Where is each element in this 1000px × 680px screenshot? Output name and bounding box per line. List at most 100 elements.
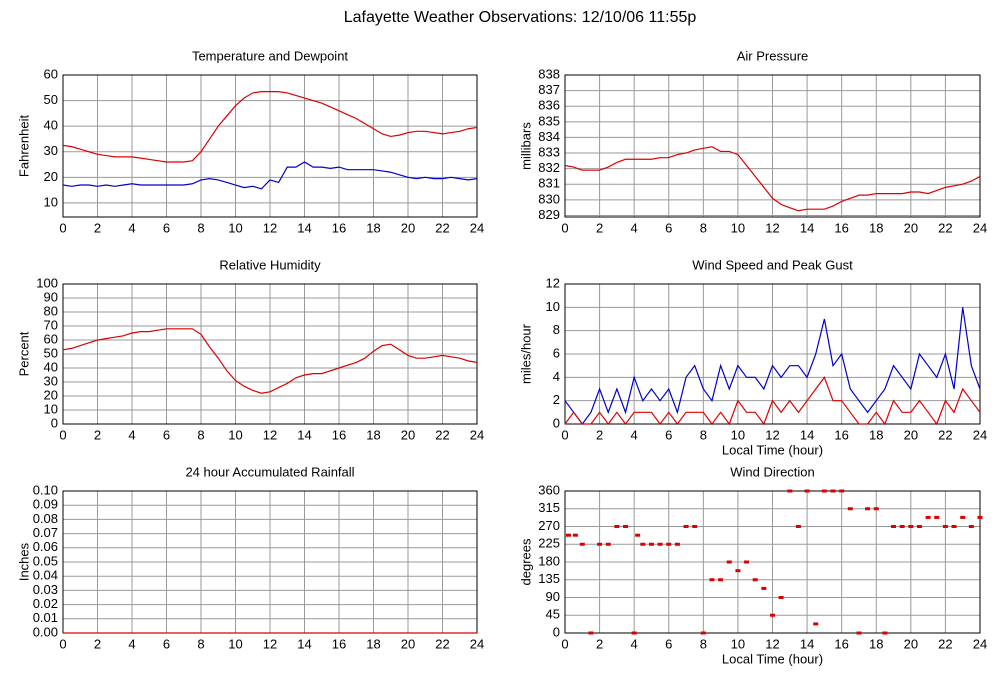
chart-title: Wind Speed and Peak Gust [692,257,853,272]
y-tick-label: 0.10 [33,482,58,497]
x-tick-label: 24 [973,220,987,235]
x-tick-label: 24 [470,427,484,442]
x-tick-label: 2 [596,427,603,442]
x-tick-label: 20 [401,427,415,442]
y-tick-label: 0.09 [33,497,58,512]
x-tick-label: 4 [631,427,638,442]
data-point [726,560,732,564]
x-tick-label: 0 [561,220,568,235]
data-point [572,533,578,537]
x-tick-label: 14 [800,427,814,442]
data-point [839,489,845,493]
data-point [579,542,585,546]
x-tick-label: 2 [596,220,603,235]
data-point [977,515,983,519]
data-point [847,507,853,511]
x-tick-label: 18 [366,636,380,651]
y-tick-label: 40 [44,118,58,133]
y-tick-label: 0.03 [33,582,58,597]
data-point [683,525,689,528]
y-tick-label: 45 [546,607,560,622]
data-point [700,631,706,635]
plot-frame [564,74,981,218]
y-tick-label: 10 [44,194,58,209]
x-tick-label: 20 [904,427,918,442]
data-point [744,560,750,564]
data-point [770,613,775,617]
x-tick-label: 12 [765,220,779,235]
x-tick-label: 22 [938,636,952,651]
y-tick-label: 40 [44,359,58,374]
x-tick-label: 12 [765,427,779,442]
y-tick-label: 837 [538,82,560,97]
y-tick-label: 0.01 [33,610,58,625]
data-line [564,307,981,426]
data-point [588,631,594,635]
x-tick-label: 12 [263,220,277,235]
x-tick-label: 8 [700,220,707,235]
y-tick-label: 834 [538,129,560,144]
x-tick-label: 16 [332,220,346,235]
x-tick-label: 12 [263,636,277,651]
x-tick-label: 20 [401,636,415,651]
x-tick-label: 6 [665,636,672,651]
data-point [752,578,758,582]
plot-frame [62,283,478,425]
y-tick-label: 829 [538,207,560,222]
data-point [873,507,879,511]
data-point [942,525,948,528]
y-tick-label: 0.06 [33,539,58,554]
data-point [813,622,819,626]
y-axis-label: Inches [16,542,31,581]
x-tick-label: 18 [366,427,380,442]
data-line [564,146,981,212]
plot-frame [564,283,981,425]
data-point [709,578,715,582]
x-tick-label: 22 [938,220,952,235]
data-point [718,578,724,582]
data-point [916,525,922,528]
y-tick-label: 832 [538,160,560,175]
x-tick-label: 14 [297,427,311,442]
x-tick-label: 8 [197,636,204,651]
x-tick-label: 6 [163,636,170,651]
data-line [62,328,478,394]
x-tick-label: 14 [297,636,311,651]
x-tick-label: 6 [163,427,170,442]
chart-title: 24 hour Accumulated Rainfall [185,464,354,479]
data-point [735,569,741,573]
x-tick-label: 10 [228,636,242,651]
data-line [62,91,478,163]
y-tick-label: 50 [44,92,58,107]
x-tick-label: 16 [332,636,346,651]
x-tick-label: 2 [596,636,603,651]
plot-frame [564,490,981,634]
y-axis-label: millibars [518,122,533,170]
y-tick-label: 100 [36,275,58,290]
x-tick-label: 10 [228,220,242,235]
x-tick-label: 24 [470,220,484,235]
y-tick-label: 180 [538,553,560,568]
y-tick-label: 0 [51,415,58,430]
x-tick-label: 8 [197,220,204,235]
y-tick-label: 270 [538,518,560,533]
y-tick-label: 6 [553,345,560,360]
y-tick-label: 836 [538,98,560,113]
data-line [564,376,981,426]
data-line [62,161,478,190]
x-tick-label: 20 [904,636,918,651]
data-point [891,525,897,528]
y-axis-label: degrees [518,538,533,585]
data-point [635,533,641,537]
y-tick-label: 0.04 [33,568,58,583]
y-tick-label: 0.05 [33,553,58,568]
x-tick-label: 14 [297,220,311,235]
data-point [925,515,931,519]
x-tick-label: 18 [869,636,883,651]
x-tick-label: 22 [435,636,449,651]
x-tick-label: 4 [128,636,135,651]
y-tick-label: 0.08 [33,511,58,526]
data-point [804,489,810,493]
x-tick-label: 20 [904,220,918,235]
